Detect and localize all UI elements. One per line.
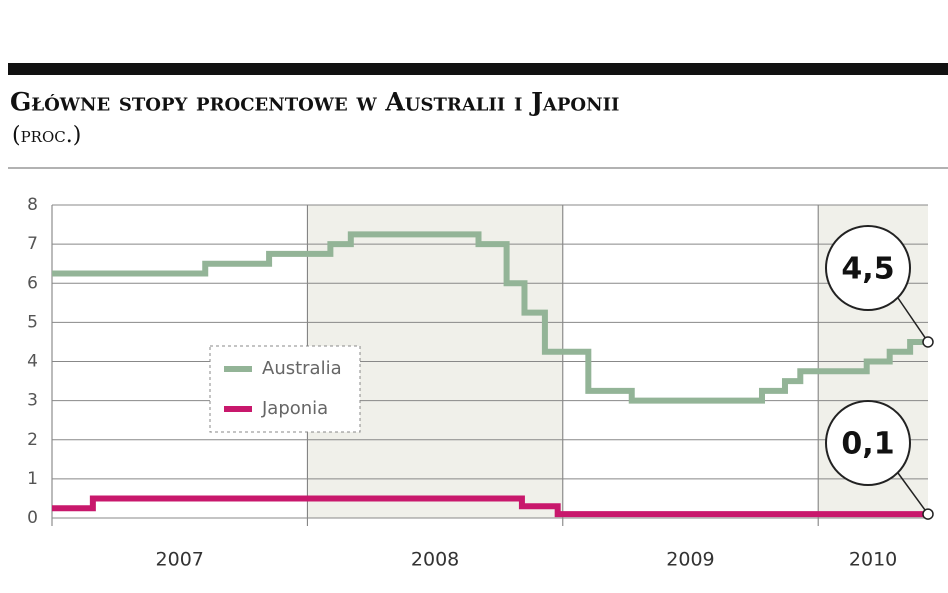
y-tick-label: 5 (27, 312, 38, 332)
end-marker (922, 508, 934, 520)
y-tick-label: 7 (27, 234, 38, 254)
line (52, 231, 928, 404)
legend-label: Japonia (261, 398, 328, 419)
y-tick-label: 0 (27, 508, 38, 528)
x-tick-label: 2008 (411, 549, 459, 571)
legend: Australia Japonia (209, 345, 361, 433)
value-label: 4,5 (841, 252, 894, 287)
x-tick-label: 2009 (666, 549, 714, 571)
y-tick-label: 6 (27, 273, 38, 293)
y-tick-label: 3 (27, 391, 38, 411)
legend-label: Australia (262, 358, 342, 379)
value-label: 0,1 (841, 427, 894, 462)
y-tick-label: 2 (27, 430, 38, 450)
end-marker (922, 336, 934, 348)
y-tick-label: 4 (27, 352, 38, 372)
top-bar (8, 63, 948, 75)
callout-bubble (825, 400, 911, 486)
legend-box (209, 345, 361, 433)
line (52, 495, 928, 518)
x-tick-label: 2010 (849, 549, 897, 571)
y-tick-label: 8 (27, 195, 38, 215)
chart-subtitle: (proc.) (12, 123, 81, 148)
callout-line (897, 472, 929, 515)
x-tick-label: 2007 (156, 549, 204, 571)
chart-title: Główne stopy procentowe w Australii i Ja… (10, 88, 619, 117)
y-tick-label: 1 (27, 469, 38, 489)
callout-bubble (825, 225, 911, 311)
callout-line (897, 297, 929, 343)
